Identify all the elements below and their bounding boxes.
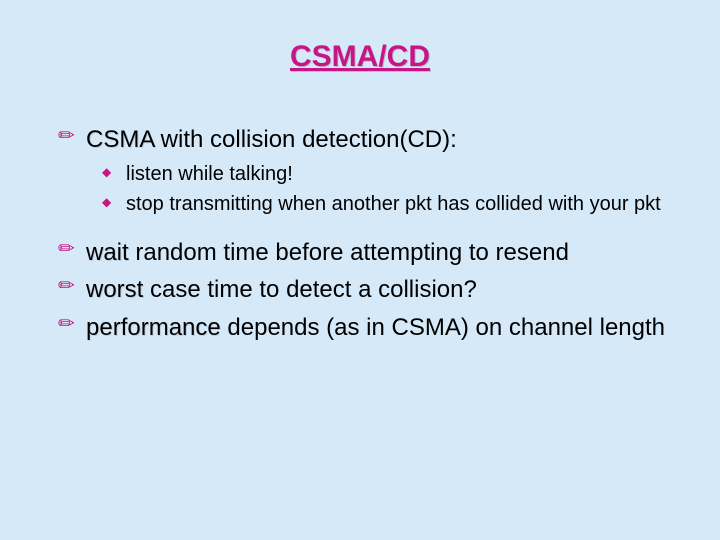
main-bullet-rest: random time before attempting to resend — [129, 239, 569, 266]
main-bullet-firstword: wait — [86, 239, 129, 266]
main-bullet-rest: depends (as in CSMA) on channel length — [221, 314, 665, 341]
diamond-icon: ◆ — [102, 196, 111, 208]
sub-bullet-text: stop transmitting when another pkt has c… — [126, 193, 661, 215]
main-bullet-item: ✏ CSMA with collision detection(CD): — [58, 124, 670, 155]
pencil-icon: ✏ — [58, 276, 75, 296]
main-bullet-text: performance depends (as in CSMA) on chan… — [86, 314, 665, 341]
main-bullet-item: ✏ wait random time before attempting to r… — [58, 237, 670, 268]
sub-bullet-item: ◆ listen while talking! — [102, 161, 670, 187]
main-bullet-firstword: CSMA — [86, 126, 154, 153]
main-bullet-text: CSMA with collision detection(CD): — [86, 126, 457, 153]
pencil-icon: ✏ — [58, 314, 75, 334]
main-bullet-firstword: performance — [86, 314, 221, 341]
main-bullet-text: wait random time before attempting to re… — [86, 239, 569, 266]
diamond-icon: ◆ — [102, 166, 111, 178]
sub-bullet-list: ◆ listen while talking! ◆ stop transmitting… — [58, 161, 670, 217]
main-bullet-firstword: worst — [86, 276, 143, 303]
pencil-icon: ✏ — [58, 239, 75, 259]
slide-title: CSMA/CD — [50, 40, 670, 74]
main-bullet-item: ✏ performance depends (as in CSMA) on cha… — [58, 312, 670, 343]
sub-bullet-item: ◆ stop transmitting when another pkt has … — [102, 191, 670, 217]
main-bullet-rest: case time to detect a collision? — [143, 276, 477, 303]
main-bullet-list: ✏ CSMA with collision detection(CD): ◆ list… — [50, 124, 670, 343]
sub-bullet-text: listen while talking! — [126, 163, 293, 185]
pencil-icon: ✏ — [58, 126, 75, 146]
slide: CSMA/CD ✏ CSMA with collision detection(C… — [0, 0, 720, 540]
main-bullet-text: worst case time to detect a collision? — [86, 276, 477, 303]
main-bullet-item: ✏ worst case time to detect a collision? — [58, 274, 670, 305]
main-bullet-rest: with collision detection(CD): — [154, 126, 457, 153]
